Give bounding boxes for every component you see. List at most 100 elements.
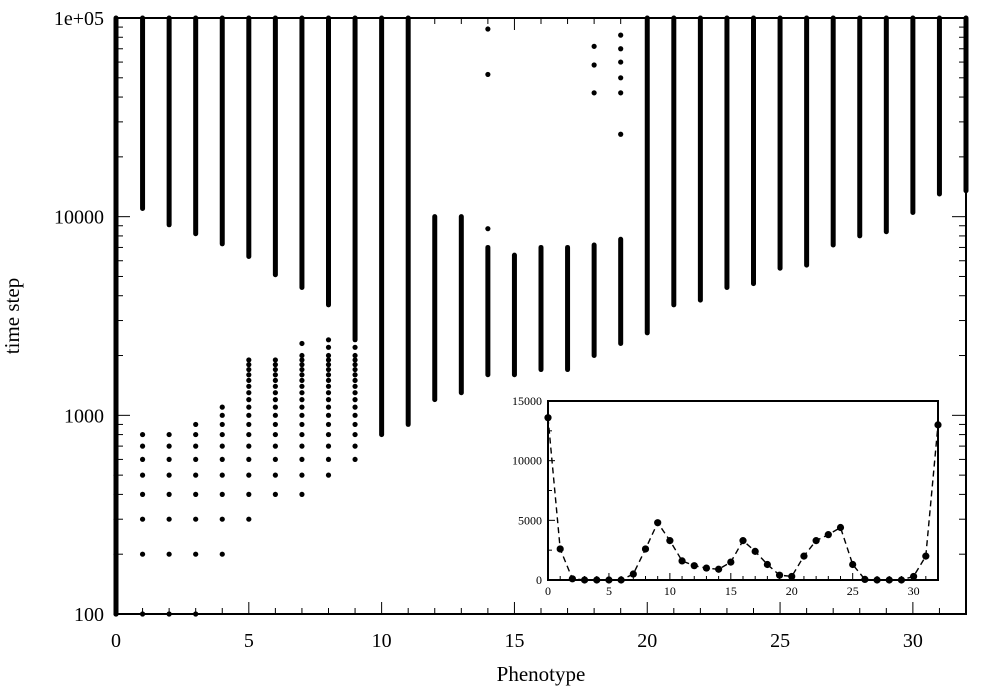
scatter-point: [246, 472, 252, 478]
scatter-point: [591, 62, 597, 68]
scatter-point: [325, 344, 332, 350]
scatter-point: [166, 551, 172, 557]
inset-data-point: [666, 537, 674, 545]
scatter-point: [352, 397, 358, 403]
scatter-point: [166, 431, 172, 438]
scatter-point: [246, 456, 252, 463]
scatter-point: [325, 362, 332, 368]
x-tick-label: 20: [637, 630, 657, 652]
scatter-point: [219, 412, 225, 418]
y-tick-label: 1e+05: [54, 8, 104, 30]
scatter-point: [485, 226, 491, 232]
scatter-point: [272, 366, 278, 373]
x-axis-label: Phenotype: [497, 662, 586, 686]
scatter-point: [325, 412, 332, 418]
scatter-point: [246, 390, 252, 396]
main-scatter-sparse-points: [113, 26, 624, 617]
scatter-point: [246, 491, 252, 497]
scatter-point: [219, 516, 225, 522]
y-tick-label: 10000: [54, 207, 104, 229]
main-x-axis: 0 5 10 15 20 25 30: [111, 18, 967, 652]
scatter-point: [325, 472, 332, 478]
inset-data-point: [727, 558, 735, 566]
scatter-point: [299, 404, 305, 410]
scatter-point: [193, 516, 199, 522]
scatter-point: [139, 456, 146, 463]
inset-data-point: [788, 572, 796, 581]
y-tick-label: 1000: [64, 405, 104, 427]
scatter-point: [166, 516, 172, 522]
scatter-point: [193, 491, 199, 497]
scatter-point: [618, 59, 624, 65]
scatter-point: [246, 404, 252, 410]
inset-y-axis: 0 5000 10000 15000: [512, 394, 555, 587]
scatter-point: [246, 377, 252, 383]
y-tick-label: 100: [74, 604, 104, 626]
scatter-point: [272, 357, 278, 363]
scatter-point: [325, 431, 332, 438]
scatter-point: [325, 366, 332, 373]
scatter-point: [193, 421, 199, 428]
scatter-point: [325, 456, 332, 463]
scatter-point: [325, 421, 332, 428]
inset-data-point: [593, 576, 601, 584]
scatter-point: [352, 362, 358, 368]
inset-data-point: [836, 523, 845, 532]
scatter-point: [299, 362, 305, 368]
inset-data-point: [873, 576, 881, 584]
scatter-point: [272, 377, 278, 383]
scatter-point: [219, 443, 225, 449]
scatter-point: [352, 357, 358, 363]
scatter-point: [325, 443, 332, 449]
scatter-point: [352, 344, 358, 350]
scatter-point: [299, 456, 305, 463]
scatter-point: [246, 366, 252, 373]
inset-data-point: [580, 576, 589, 584]
scatter-point: [272, 404, 278, 410]
scatter-point: [352, 377, 358, 383]
inset-data-point: [568, 575, 576, 583]
scatter-point: [193, 443, 199, 449]
scatter-point: [299, 340, 305, 347]
scatter-point: [299, 390, 305, 396]
scatter-point: [219, 421, 225, 428]
scatter-point: [618, 32, 624, 38]
inset-data-point: [605, 576, 613, 584]
inset-data-point: [861, 575, 869, 584]
scatter-point: [299, 397, 305, 403]
scatter-point: [139, 516, 146, 522]
scatter-point: [325, 337, 332, 343]
scatter-point: [325, 352, 332, 359]
scatter-point: [352, 352, 358, 359]
inset-data-point: [910, 572, 918, 581]
inset-data-point: [654, 519, 662, 527]
scatter-point: [352, 412, 358, 418]
scatter-point: [299, 352, 305, 359]
scatter-point: [246, 516, 252, 522]
inset-x-tick-label: 5: [606, 584, 612, 598]
scatter-point: [246, 383, 252, 389]
scatter-point: [219, 491, 225, 497]
scatter-point: [485, 71, 491, 78]
scatter-point: [325, 390, 332, 396]
inset-data-point: [702, 564, 711, 572]
inset-data-point: [800, 552, 808, 560]
inset-data-point: [556, 545, 564, 553]
scatter-point: [299, 472, 305, 478]
scatter-point: [219, 551, 225, 557]
scatter-point: [325, 397, 332, 403]
scatter-point: [325, 377, 332, 383]
scatter-point: [272, 431, 278, 438]
inset-line-chart: 0 5 10 15 20 25 30 0 5000 10000 15000: [512, 394, 942, 598]
scatter-point: [166, 443, 172, 449]
scatter-point: [352, 431, 358, 438]
scatter-point: [352, 366, 358, 373]
x-tick-label: 10: [372, 630, 392, 652]
scatter-point: [618, 131, 624, 137]
inset-data-point: [678, 557, 686, 565]
scatter-point: [139, 443, 146, 449]
inset-data-point: [690, 562, 698, 570]
scatter-point: [352, 404, 358, 410]
inset-x-tick-label: 25: [847, 584, 859, 598]
